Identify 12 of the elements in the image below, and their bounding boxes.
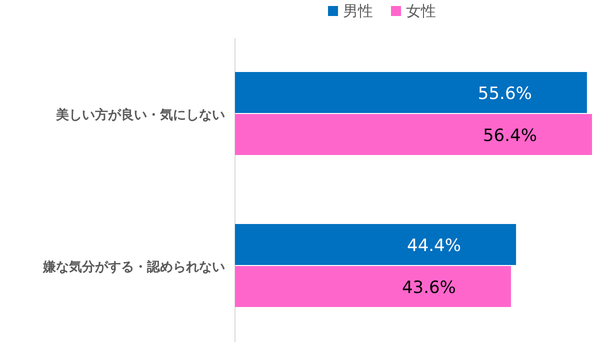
data-label: 55.6%: [478, 84, 532, 104]
y-tick-label: 美しい方が良い・気にしない: [55, 107, 225, 123]
legend-label: 女性: [406, 2, 436, 20]
bar: [235, 72, 587, 113]
legend-label: 男性: [343, 2, 373, 20]
data-label: 44.4%: [407, 236, 462, 256]
bar: [235, 266, 511, 307]
bar: [235, 114, 592, 155]
data-label: 43.6%: [402, 278, 456, 298]
y-tick-label: 嫌な気分がする・認められない: [42, 259, 225, 275]
bar: [235, 224, 516, 265]
data-label: 56.4%: [482, 126, 537, 146]
